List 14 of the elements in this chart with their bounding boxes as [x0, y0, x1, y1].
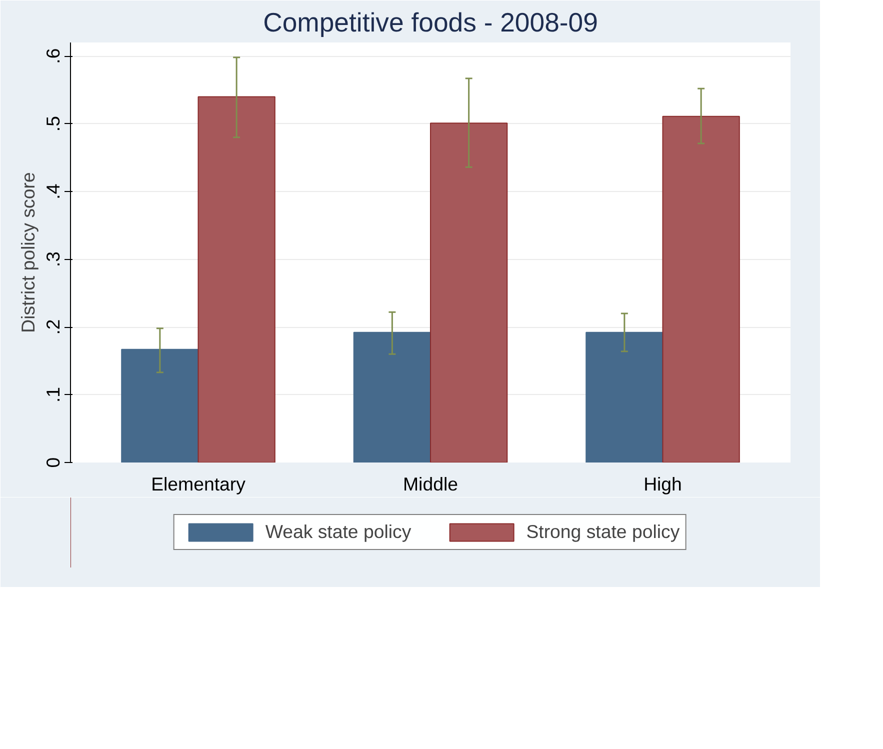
y-tick-label: .2 — [42, 319, 64, 335]
y-tick-label: .5 — [42, 116, 64, 132]
chart-title: Competitive foods - 2008-09 — [263, 8, 598, 38]
y-tick-label: .3 — [42, 251, 64, 268]
y-tick-label: .6 — [42, 48, 64, 64]
legend-label: Weak state policy — [265, 521, 412, 543]
y-axis-title: District policy score — [18, 172, 38, 333]
y-tick-label: 0 — [42, 457, 64, 468]
x-tick-label: Elementary — [151, 474, 246, 494]
y-tick-label: .1 — [42, 386, 64, 403]
x-tick-label: High — [644, 474, 682, 494]
y-tick-label: .4 — [42, 184, 64, 200]
legend-label: Strong state policy — [526, 521, 680, 543]
x-tick-label: Middle — [403, 474, 458, 494]
